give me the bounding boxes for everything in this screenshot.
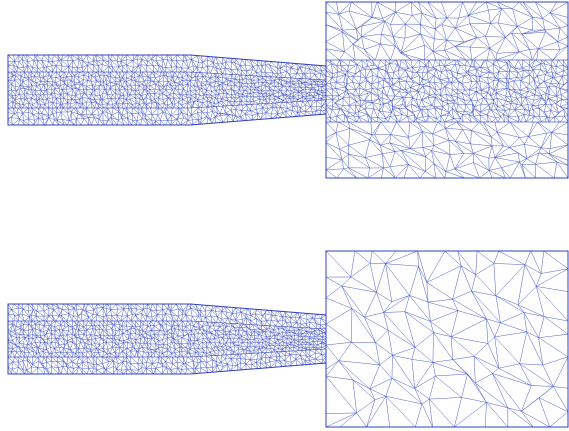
mesh-panel bbox=[8, 2, 568, 178]
mesh bbox=[326, 60, 568, 122]
mesh bbox=[8, 100, 326, 125]
mesh bbox=[8, 304, 326, 329]
mesh-panel bbox=[8, 251, 568, 427]
mesh bbox=[326, 2, 568, 60]
page: (() => { const data = JSON.parse(documen… bbox=[0, 0, 569, 431]
mesh-figure bbox=[0, 0, 569, 431]
mesh bbox=[326, 122, 568, 178]
domain-outline bbox=[326, 2, 568, 178]
mesh bbox=[326, 251, 568, 427]
